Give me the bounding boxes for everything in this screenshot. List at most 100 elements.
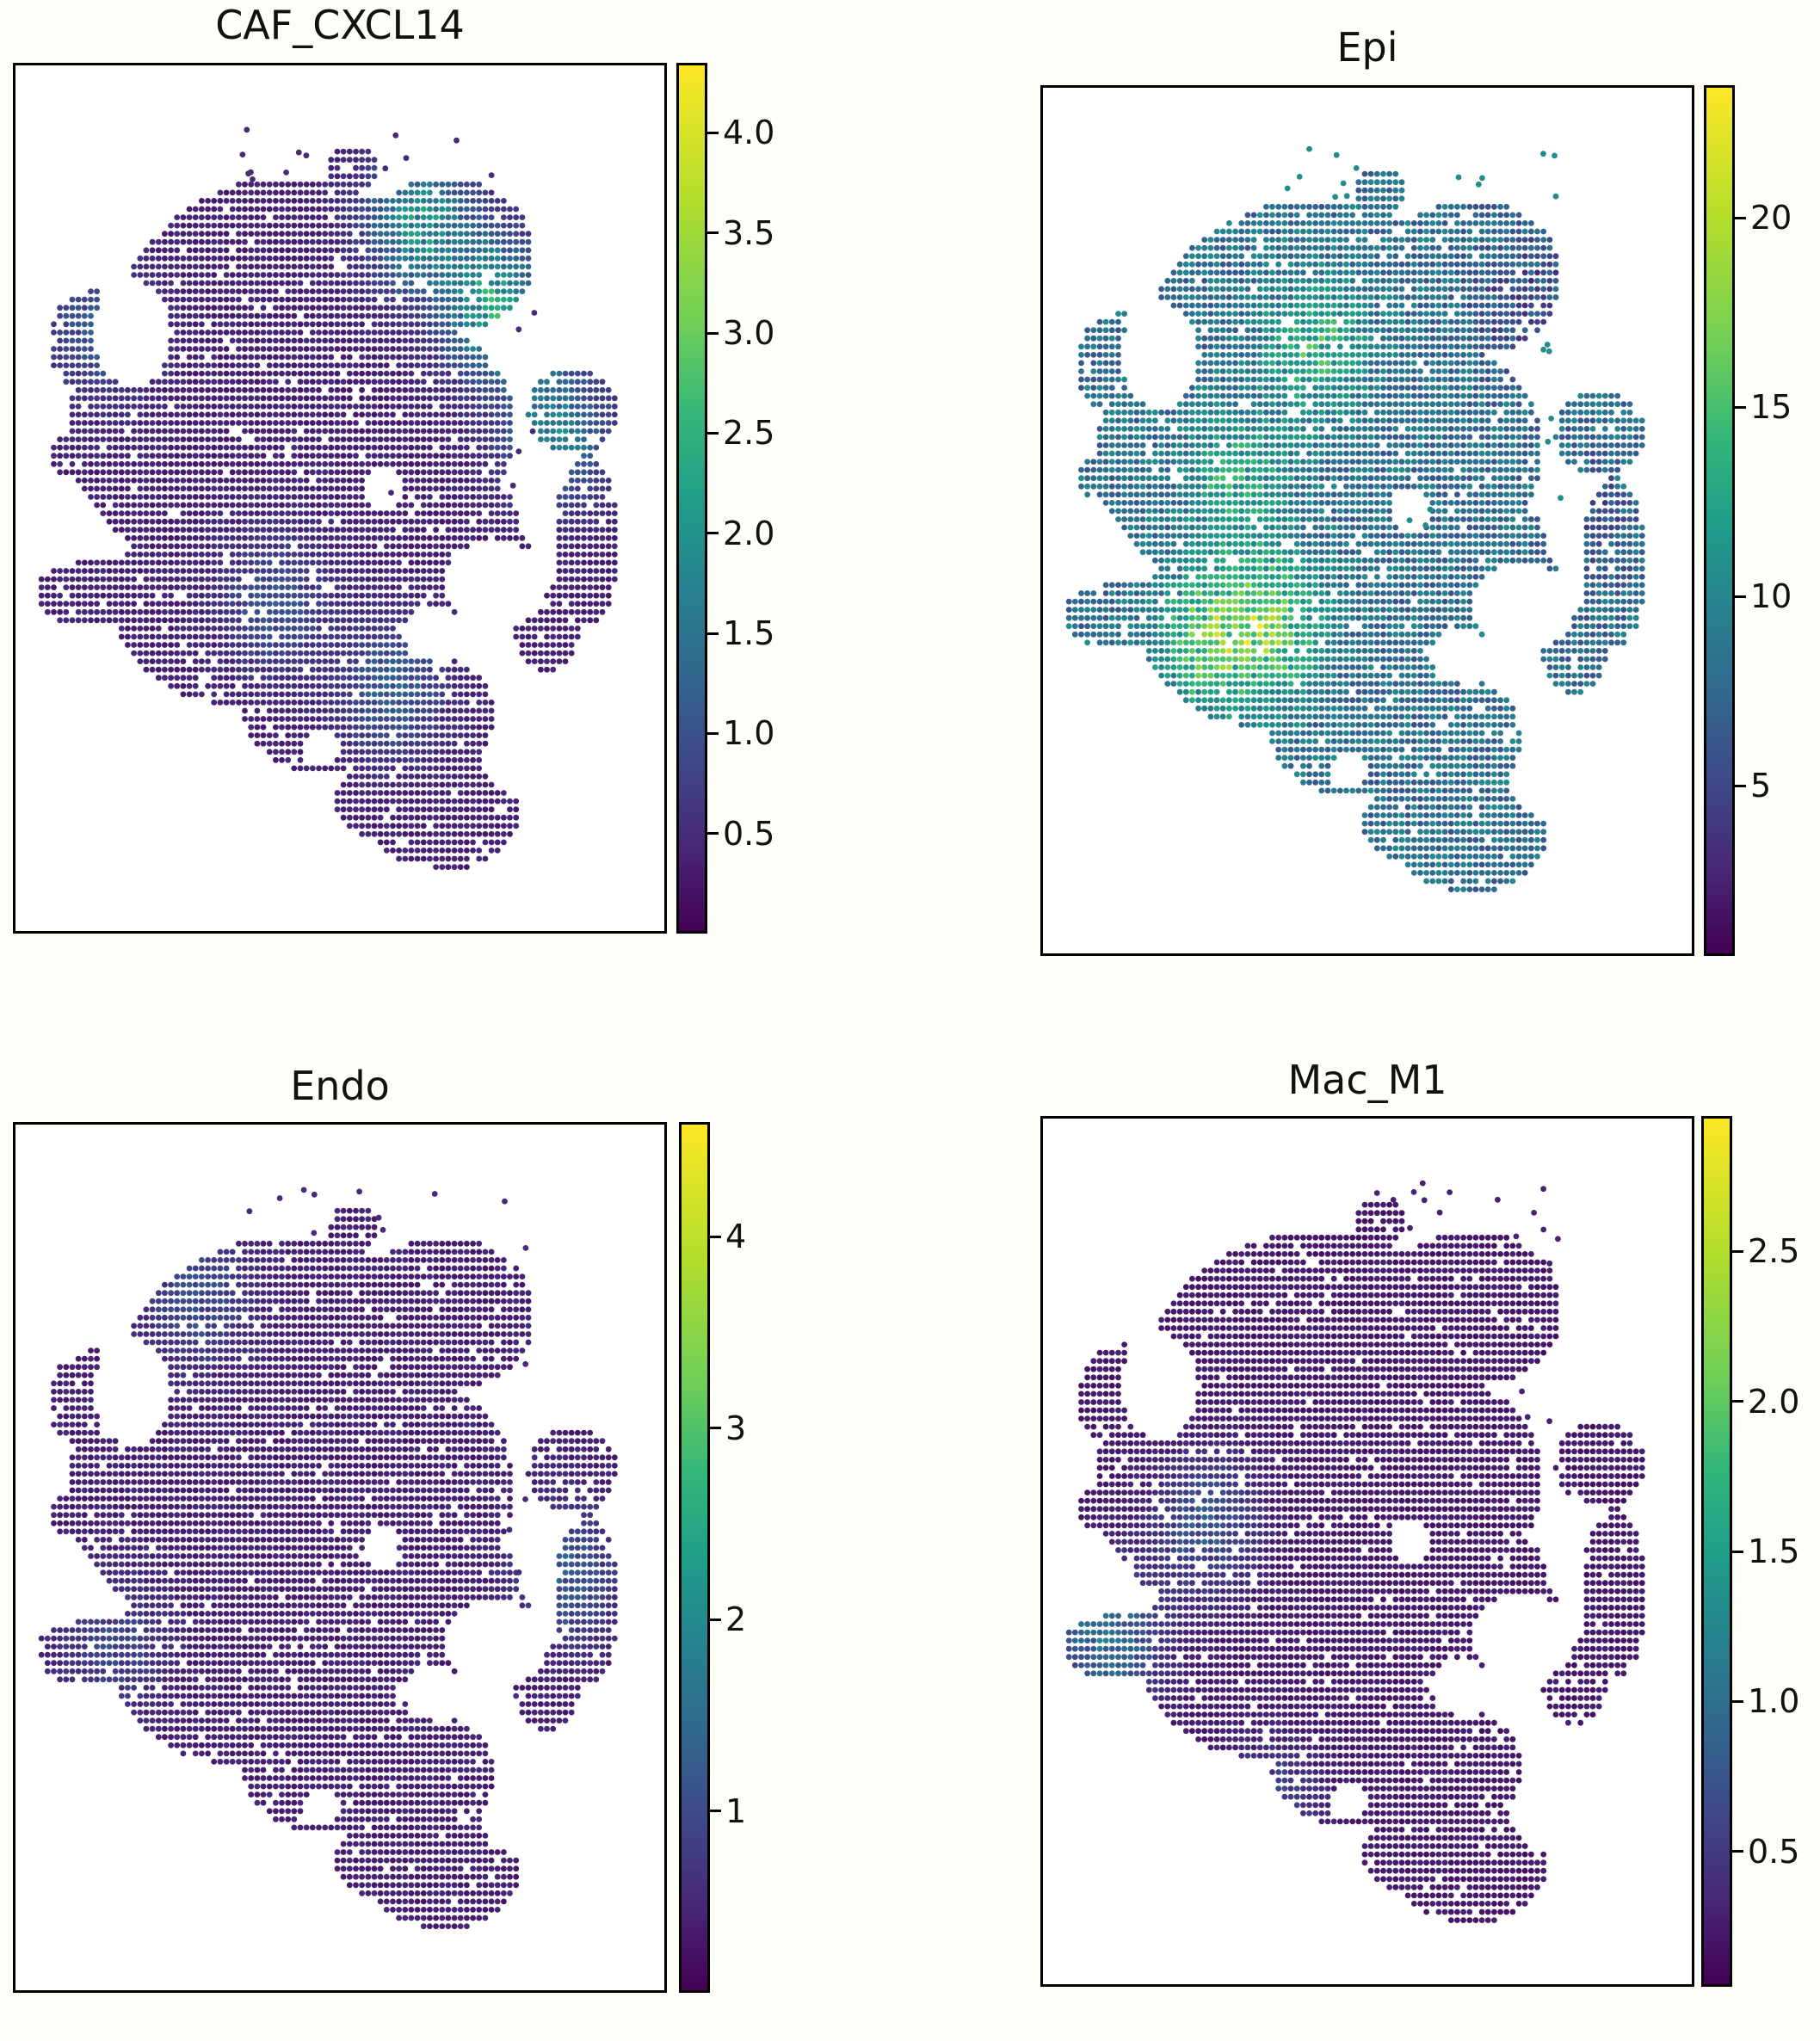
spot bbox=[328, 510, 335, 516]
spot bbox=[279, 592, 285, 599]
spot bbox=[420, 404, 427, 410]
spot bbox=[544, 386, 550, 393]
spot bbox=[236, 584, 242, 590]
spot bbox=[476, 379, 483, 385]
spot bbox=[525, 247, 532, 254]
spot bbox=[199, 478, 205, 484]
spot bbox=[433, 830, 439, 837]
spot bbox=[192, 552, 199, 558]
spot bbox=[155, 247, 162, 254]
spot bbox=[328, 395, 335, 402]
spot bbox=[1238, 220, 1245, 226]
spot bbox=[223, 370, 230, 377]
spot bbox=[494, 510, 501, 516]
spot bbox=[1226, 253, 1232, 260]
spot bbox=[168, 469, 175, 476]
spot bbox=[81, 395, 88, 402]
spot bbox=[316, 617, 322, 624]
spot bbox=[162, 296, 168, 303]
spot bbox=[236, 330, 242, 336]
spot bbox=[180, 494, 187, 500]
spot bbox=[383, 617, 390, 624]
spot bbox=[192, 280, 199, 287]
spot bbox=[260, 436, 267, 442]
spot bbox=[1386, 203, 1392, 210]
spot bbox=[390, 231, 396, 237]
spot bbox=[63, 436, 70, 442]
spot bbox=[568, 608, 575, 615]
spot bbox=[581, 617, 587, 624]
spot bbox=[556, 395, 563, 402]
spot bbox=[174, 395, 181, 402]
spot bbox=[414, 420, 421, 426]
spot bbox=[143, 478, 150, 484]
spot bbox=[457, 404, 464, 410]
spot bbox=[599, 527, 606, 533]
spot bbox=[445, 453, 452, 459]
spot bbox=[297, 534, 304, 541]
spot bbox=[556, 494, 563, 500]
spot bbox=[340, 691, 347, 698]
spot bbox=[149, 255, 156, 262]
spot bbox=[371, 312, 378, 319]
spot bbox=[334, 247, 341, 254]
spot bbox=[1201, 237, 1208, 243]
spot bbox=[248, 642, 255, 648]
spot bbox=[143, 460, 150, 467]
spot bbox=[488, 305, 495, 311]
spot bbox=[402, 740, 409, 747]
spot bbox=[340, 428, 347, 435]
spot bbox=[205, 379, 212, 385]
spot bbox=[1336, 220, 1343, 226]
spot bbox=[260, 658, 267, 664]
spot bbox=[186, 617, 193, 624]
spot bbox=[494, 848, 501, 854]
spot bbox=[476, 675, 483, 681]
spot bbox=[420, 518, 427, 525]
spot bbox=[433, 781, 439, 788]
spot bbox=[359, 354, 365, 361]
spot bbox=[279, 658, 285, 664]
spot bbox=[229, 238, 236, 245]
spot bbox=[229, 288, 236, 294]
spot bbox=[346, 568, 353, 574]
spot bbox=[174, 494, 181, 500]
spot bbox=[199, 222, 205, 229]
spot bbox=[383, 379, 390, 385]
spot bbox=[211, 330, 218, 336]
spot bbox=[1324, 244, 1331, 251]
spot bbox=[1226, 228, 1232, 235]
spot bbox=[340, 543, 347, 550]
spot bbox=[451, 756, 458, 763]
spot bbox=[112, 584, 119, 590]
spot bbox=[494, 428, 501, 435]
spot bbox=[51, 601, 57, 607]
spot bbox=[51, 354, 57, 361]
spot bbox=[125, 633, 131, 640]
spot bbox=[63, 370, 70, 377]
spot bbox=[531, 404, 538, 410]
spot bbox=[205, 280, 212, 287]
spot bbox=[427, 305, 433, 311]
spot bbox=[297, 527, 304, 533]
spot bbox=[143, 642, 150, 648]
spot bbox=[457, 781, 464, 788]
spot bbox=[1330, 212, 1337, 219]
spot bbox=[1269, 203, 1275, 210]
spot bbox=[451, 527, 458, 533]
spot bbox=[297, 263, 304, 270]
spot bbox=[488, 280, 495, 287]
spot bbox=[254, 330, 261, 336]
spot bbox=[88, 494, 94, 500]
spot bbox=[556, 527, 563, 533]
spot bbox=[420, 781, 427, 788]
spot bbox=[470, 305, 476, 311]
spot bbox=[174, 460, 181, 467]
spot bbox=[445, 354, 452, 361]
spot bbox=[396, 732, 402, 738]
spot bbox=[192, 330, 199, 336]
spot bbox=[371, 272, 378, 278]
spot bbox=[402, 386, 409, 393]
spot bbox=[587, 510, 594, 516]
spot bbox=[568, 510, 575, 516]
